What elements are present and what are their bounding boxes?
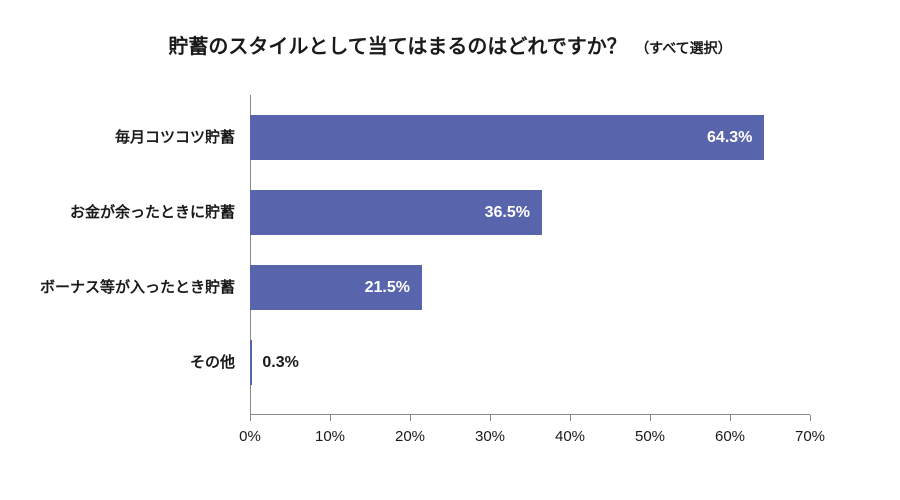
x-tick-label: 0% <box>239 428 261 445</box>
value-label: 36.5% <box>250 190 542 235</box>
x-tick <box>330 415 331 421</box>
value-label: 21.5% <box>250 265 422 310</box>
x-tick-label: 20% <box>395 428 425 445</box>
value-label: 0.3% <box>262 340 298 385</box>
x-tick-label: 70% <box>795 428 825 445</box>
chart-container: 貯蓄のスタイルとして当てはまるのはどれですか？ （すべて選択） 0%10%20%… <box>0 0 900 500</box>
x-tick <box>250 415 251 421</box>
category-label: ボーナス等が入ったとき貯蓄 <box>40 265 235 310</box>
x-axis <box>250 414 810 415</box>
x-tick-label: 10% <box>315 428 345 445</box>
chart-title-main: 貯蓄のスタイルとして当てはまるのはどれですか？ <box>168 36 626 58</box>
category-label: その他 <box>190 340 235 385</box>
value-label: 64.3% <box>250 115 764 160</box>
x-tick-label: 40% <box>555 428 585 445</box>
chart-title-sub: （すべて選択） <box>635 40 731 56</box>
x-tick <box>730 415 731 421</box>
chart-title: 貯蓄のスタイルとして当てはまるのはどれですか？ （すべて選択） <box>0 30 900 59</box>
category-label: 毎月コツコツ貯蓄 <box>115 115 235 160</box>
chart-plot-area: 0%10%20%30%40%50%60%70%毎月コツコツ貯蓄64.3%お金が余… <box>250 95 810 415</box>
x-tick-label: 60% <box>715 428 745 445</box>
x-tick <box>570 415 571 421</box>
x-tick-label: 30% <box>475 428 505 445</box>
x-tick-label: 50% <box>635 428 665 445</box>
bar <box>250 340 252 385</box>
x-tick <box>410 415 411 421</box>
x-tick <box>490 415 491 421</box>
x-tick <box>810 415 811 421</box>
x-tick <box>650 415 651 421</box>
category-label: お金が余ったときに貯蓄 <box>70 190 235 235</box>
